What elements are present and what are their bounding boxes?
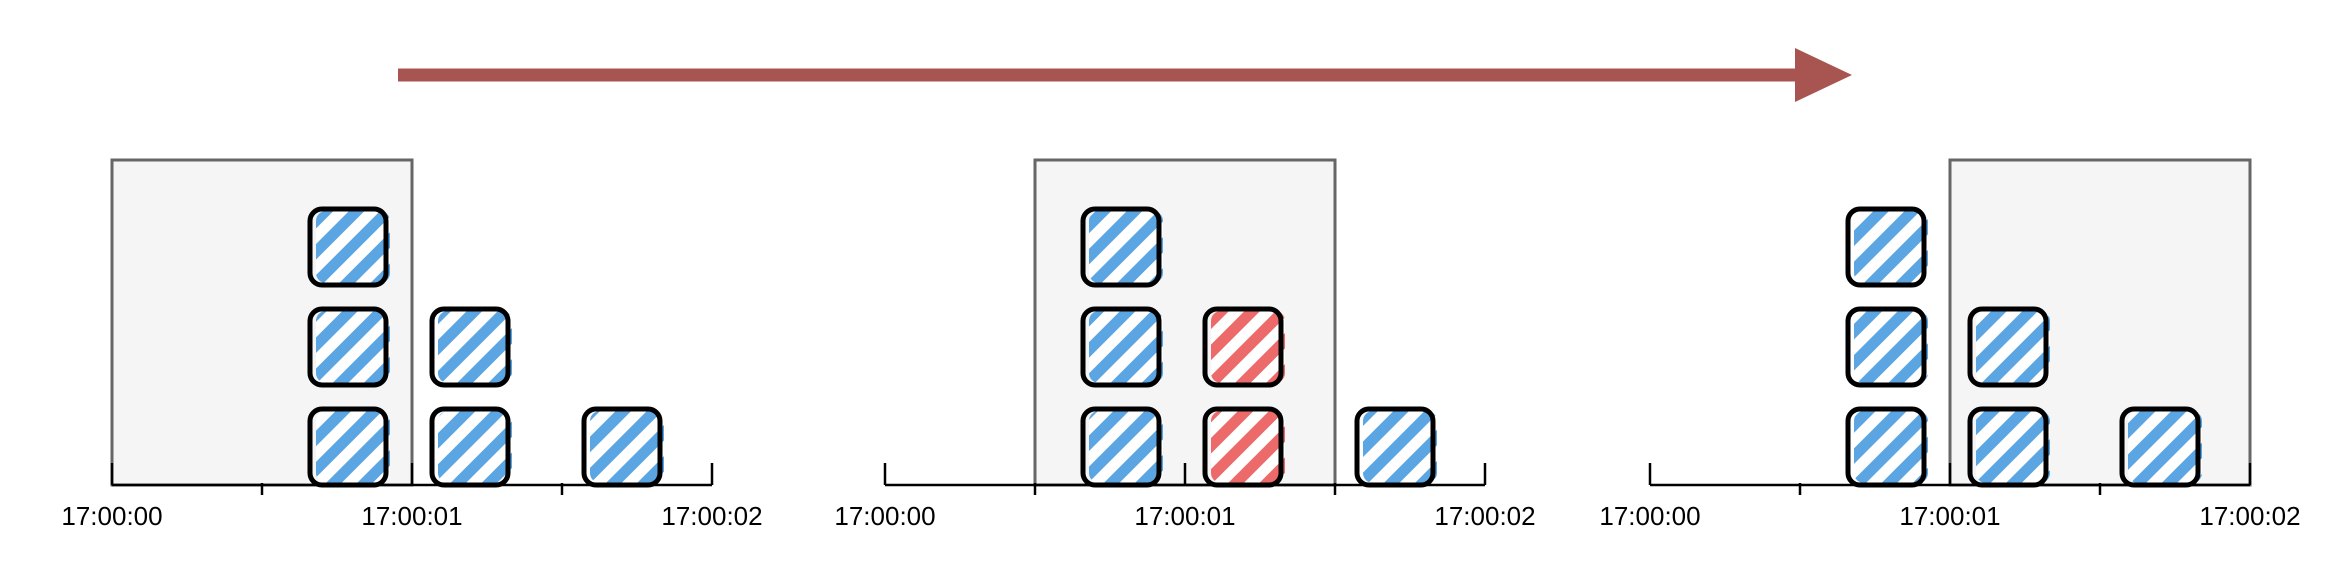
block-outline: [1845, 406, 1927, 488]
block-outline: [1080, 306, 1162, 388]
request-block: [581, 406, 664, 488]
request-block: [307, 406, 390, 488]
request-block-highlighted: [1202, 406, 1285, 488]
request-block-highlighted: [1202, 306, 1285, 388]
request-block: [1845, 306, 1928, 388]
block-outline: [1202, 406, 1284, 488]
block-fill: [1089, 211, 1163, 283]
axis-tick-label: 17:00:01: [1899, 501, 2000, 531]
panels: 17:00:00 17:00:01 17:00:02 17:00:00 17:00:01…: [61, 158, 2301, 531]
block-fill: [438, 411, 512, 483]
request-block: [1845, 206, 1928, 288]
time-window-box: [1033, 158, 1337, 487]
block-fill: [1854, 411, 1928, 483]
axis-tick-label: 17:00:00: [61, 501, 162, 531]
block-outline: [429, 406, 511, 488]
request-block: [1967, 406, 2050, 488]
block-fill: [1089, 311, 1163, 383]
block-fill: [1363, 411, 1437, 483]
block-fill: [316, 411, 390, 483]
axis-tick-label: 17:00:02: [661, 501, 762, 531]
block-fill: [1854, 211, 1928, 283]
request-block: [1354, 406, 1437, 488]
axis-tick-label: 17:00:01: [361, 501, 462, 531]
block-outline: [307, 306, 389, 388]
request-block: [429, 306, 512, 388]
block-fill: [1976, 311, 2050, 383]
block-fill: [1211, 311, 1285, 383]
block-fill: [2128, 411, 2202, 483]
axis-tick-label: 17:00:02: [1434, 501, 1535, 531]
block-fill: [1976, 411, 2050, 483]
block-fill: [316, 311, 390, 383]
block-outline: [1202, 306, 1284, 388]
block-outline: [429, 306, 511, 388]
block-fill: [1211, 411, 1285, 483]
block-outline: [1080, 206, 1162, 288]
block-fill: [316, 211, 390, 283]
block-outline: [307, 206, 389, 288]
timeline-panel: 17:00:00 17:00:01 17:00:02: [834, 158, 1536, 531]
request-block: [1967, 306, 2050, 388]
request-block: [1080, 306, 1163, 388]
request-block: [307, 206, 390, 288]
request-block: [2119, 406, 2202, 488]
block-fill: [1854, 311, 1928, 383]
progress-arrow: [398, 48, 1852, 102]
block-outline: [1845, 306, 1927, 388]
arrow-right-icon: [1795, 48, 1852, 102]
timeline-panel: 17:00:00 17:00:01 17:00:02: [61, 158, 763, 531]
block-fill: [590, 411, 664, 483]
axis-tick-label: 17:00:01: [1134, 501, 1235, 531]
block-fill: [1089, 411, 1163, 483]
block-outline: [307, 406, 389, 488]
timeline-panel: 17:00:00 17:00:01 17:00:02: [1599, 158, 2301, 531]
block-outline: [1845, 206, 1927, 288]
block-fill: [438, 311, 512, 383]
block-outline: [1354, 406, 1436, 488]
request-block: [429, 406, 512, 488]
axis-tick-label: 17:00:00: [834, 501, 935, 531]
request-block: [1845, 406, 1928, 488]
request-block: [1080, 406, 1163, 488]
block-outline: [1080, 406, 1162, 488]
block-outline: [1967, 406, 2049, 488]
block-outline: [581, 406, 663, 488]
request-block: [1080, 206, 1163, 288]
request-block: [307, 306, 390, 388]
block-outline: [2119, 406, 2201, 488]
block-outline: [1967, 306, 2049, 388]
axis-tick-label: 17:00:02: [2199, 501, 2300, 531]
axis-tick-label: 17:00:00: [1599, 501, 1700, 531]
